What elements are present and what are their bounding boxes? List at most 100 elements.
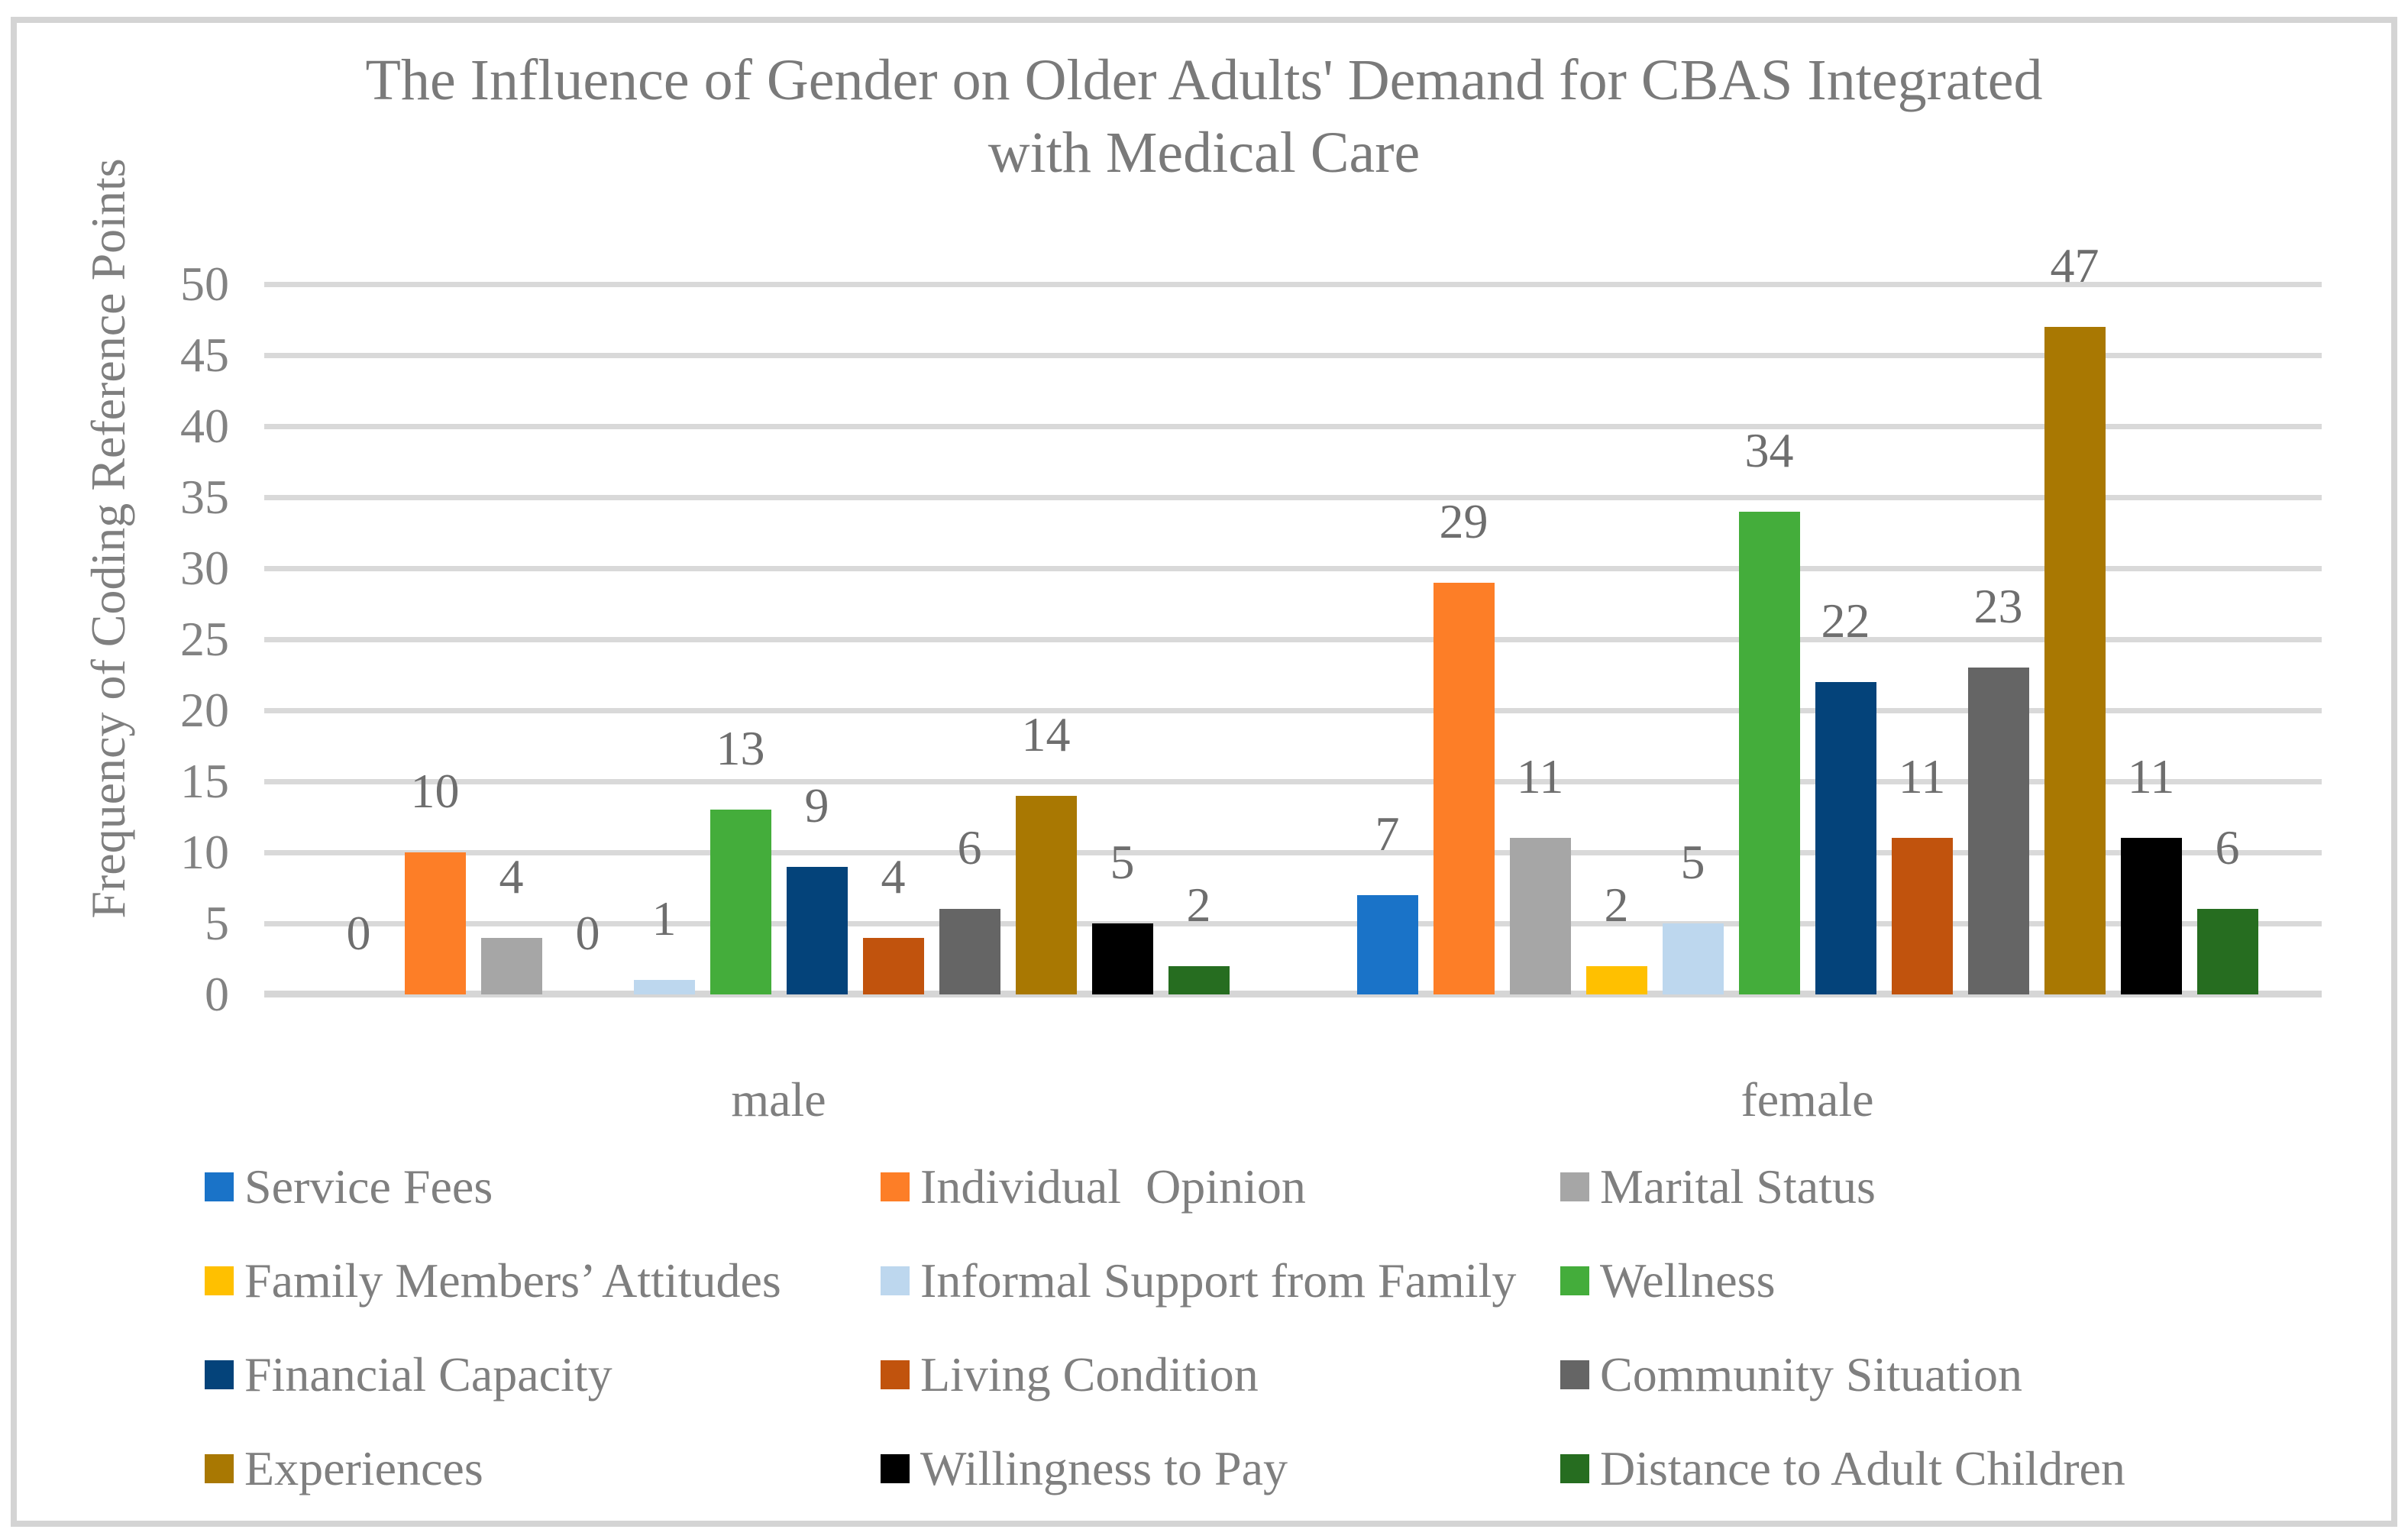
chart-title-line2: with Medical Care bbox=[987, 121, 1421, 185]
legend-item: Individual Opinion bbox=[881, 1162, 1560, 1211]
bar-value-label: 13 bbox=[716, 721, 765, 776]
legend-swatch bbox=[205, 1453, 234, 1483]
legend-swatch bbox=[1560, 1266, 1589, 1295]
legend-label: Informal Support from Family bbox=[920, 1253, 1517, 1308]
bar bbox=[786, 866, 848, 994]
y-tick-label: 15 bbox=[180, 754, 229, 808]
plot-area: 0 10 4 0 1 13 9 4 6 14 5 2 male 7 29 11 2 5 34 22 11 23 47 11 6 f… bbox=[264, 241, 2322, 1124]
legend-swatch bbox=[881, 1266, 910, 1295]
legend-label: Family Members’ Attitudes bbox=[244, 1253, 781, 1308]
bar bbox=[1662, 923, 1724, 994]
bar-value-label: 6 bbox=[957, 820, 982, 875]
gridline bbox=[264, 707, 2322, 713]
bar bbox=[1585, 965, 1647, 994]
chart-title: The Influence of Gender on Older Adults'… bbox=[0, 44, 2408, 189]
bar bbox=[1509, 838, 1571, 994]
legend-item: Financial Capacity bbox=[205, 1350, 881, 1399]
bar bbox=[2196, 909, 2258, 994]
legend-item: Wellness bbox=[1560, 1256, 2316, 1305]
bar-value-label: 1 bbox=[651, 891, 677, 946]
bar bbox=[2120, 838, 2182, 994]
legend-swatch bbox=[1560, 1172, 1589, 1201]
bar-value-label: 11 bbox=[1516, 749, 1564, 804]
bar bbox=[1738, 511, 1800, 994]
bar-value-label: 5 bbox=[1680, 835, 1705, 889]
bar-value-label: 47 bbox=[2050, 238, 2099, 293]
legend-label: Living Condition bbox=[920, 1347, 1259, 1402]
bar-value-label: 2 bbox=[1604, 877, 1629, 932]
y-tick-label: 0 bbox=[205, 967, 229, 1021]
bar bbox=[1891, 838, 1953, 994]
bar bbox=[939, 909, 1000, 994]
legend-swatch bbox=[205, 1266, 234, 1295]
gridline bbox=[264, 565, 2322, 571]
bar bbox=[633, 980, 695, 994]
bar bbox=[1815, 681, 1876, 994]
legend-label: Willingness to Pay bbox=[920, 1440, 1288, 1495]
y-tick-label: 35 bbox=[180, 470, 229, 524]
bar-value-label: 14 bbox=[1021, 706, 1071, 761]
gridline bbox=[264, 352, 2322, 358]
bar-value-label: 6 bbox=[2215, 820, 2240, 875]
y-tick-label: 10 bbox=[180, 825, 229, 879]
legend-swatch bbox=[1560, 1453, 1589, 1483]
bar-value-label: 11 bbox=[2127, 749, 2175, 804]
legend-item: Living Condition bbox=[881, 1350, 1560, 1399]
legend-label: Marital Status bbox=[1600, 1159, 1876, 1214]
category-label: male bbox=[731, 1072, 826, 1127]
gridline bbox=[264, 636, 2322, 642]
legend-swatch bbox=[205, 1360, 234, 1389]
legend-item: Family Members’ Attitudes bbox=[205, 1256, 881, 1305]
bar bbox=[709, 810, 771, 994]
x-axis-line bbox=[264, 990, 2322, 997]
gridline bbox=[264, 494, 2322, 500]
legend-label: Distance to Adult Children bbox=[1600, 1440, 2125, 1495]
legend-label: Service Fees bbox=[244, 1159, 493, 1214]
bar bbox=[1091, 923, 1153, 994]
gridline bbox=[264, 778, 2322, 784]
gridline bbox=[264, 849, 2322, 855]
bar-value-label: 4 bbox=[881, 849, 906, 904]
chart-title-line1: The Influence of Gender on Older Adults'… bbox=[365, 48, 2043, 112]
bar-value-label: 22 bbox=[1821, 593, 1870, 648]
bar-value-label: 23 bbox=[1973, 579, 2023, 634]
bar bbox=[1433, 582, 1495, 994]
legend-item: Service Fees bbox=[205, 1162, 881, 1211]
bar bbox=[1967, 668, 2029, 994]
legend-item: Informal Support from Family bbox=[881, 1256, 1560, 1305]
bar-value-label: 9 bbox=[804, 778, 829, 833]
legend-label: Experiences bbox=[244, 1440, 483, 1495]
bar bbox=[2044, 326, 2106, 994]
y-tick-label: 25 bbox=[180, 612, 229, 666]
bar bbox=[1015, 795, 1077, 994]
y-tick-label: 30 bbox=[180, 541, 229, 595]
bar bbox=[1168, 965, 1230, 994]
legend-swatch bbox=[881, 1360, 910, 1389]
gridline bbox=[264, 281, 2322, 287]
bar-value-label: 4 bbox=[499, 849, 524, 904]
legend-item: Experiences bbox=[205, 1444, 881, 1493]
legend-label: Community Situation bbox=[1600, 1347, 2022, 1402]
legend-swatch bbox=[881, 1453, 910, 1483]
bar-value-label: 7 bbox=[1375, 806, 1400, 861]
bar-value-label: 0 bbox=[346, 906, 371, 960]
y-tick-label: 5 bbox=[205, 896, 229, 950]
y-tick-label: 40 bbox=[180, 399, 229, 453]
y-tick-label: 50 bbox=[180, 257, 229, 311]
bar-value-label: 2 bbox=[1186, 877, 1211, 932]
y-tick-label: 20 bbox=[180, 683, 229, 737]
legend: Service Fees Individual Opinion Marital St… bbox=[205, 1140, 2316, 1515]
bar-value-label: 10 bbox=[410, 764, 460, 818]
bar-value-label: 5 bbox=[1110, 835, 1135, 889]
bar-value-label: 11 bbox=[1898, 749, 1946, 804]
gridline bbox=[264, 920, 2322, 926]
bar bbox=[480, 937, 542, 994]
category-label: female bbox=[1741, 1072, 1874, 1127]
bar-value-label: 34 bbox=[1744, 422, 1794, 477]
y-tick-label: 45 bbox=[180, 328, 229, 382]
legend-label: Financial Capacity bbox=[244, 1347, 613, 1402]
legend-item: Willingness to Pay bbox=[881, 1444, 1560, 1493]
bar-value-label: 0 bbox=[575, 906, 600, 960]
legend-label: Wellness bbox=[1600, 1253, 1776, 1308]
